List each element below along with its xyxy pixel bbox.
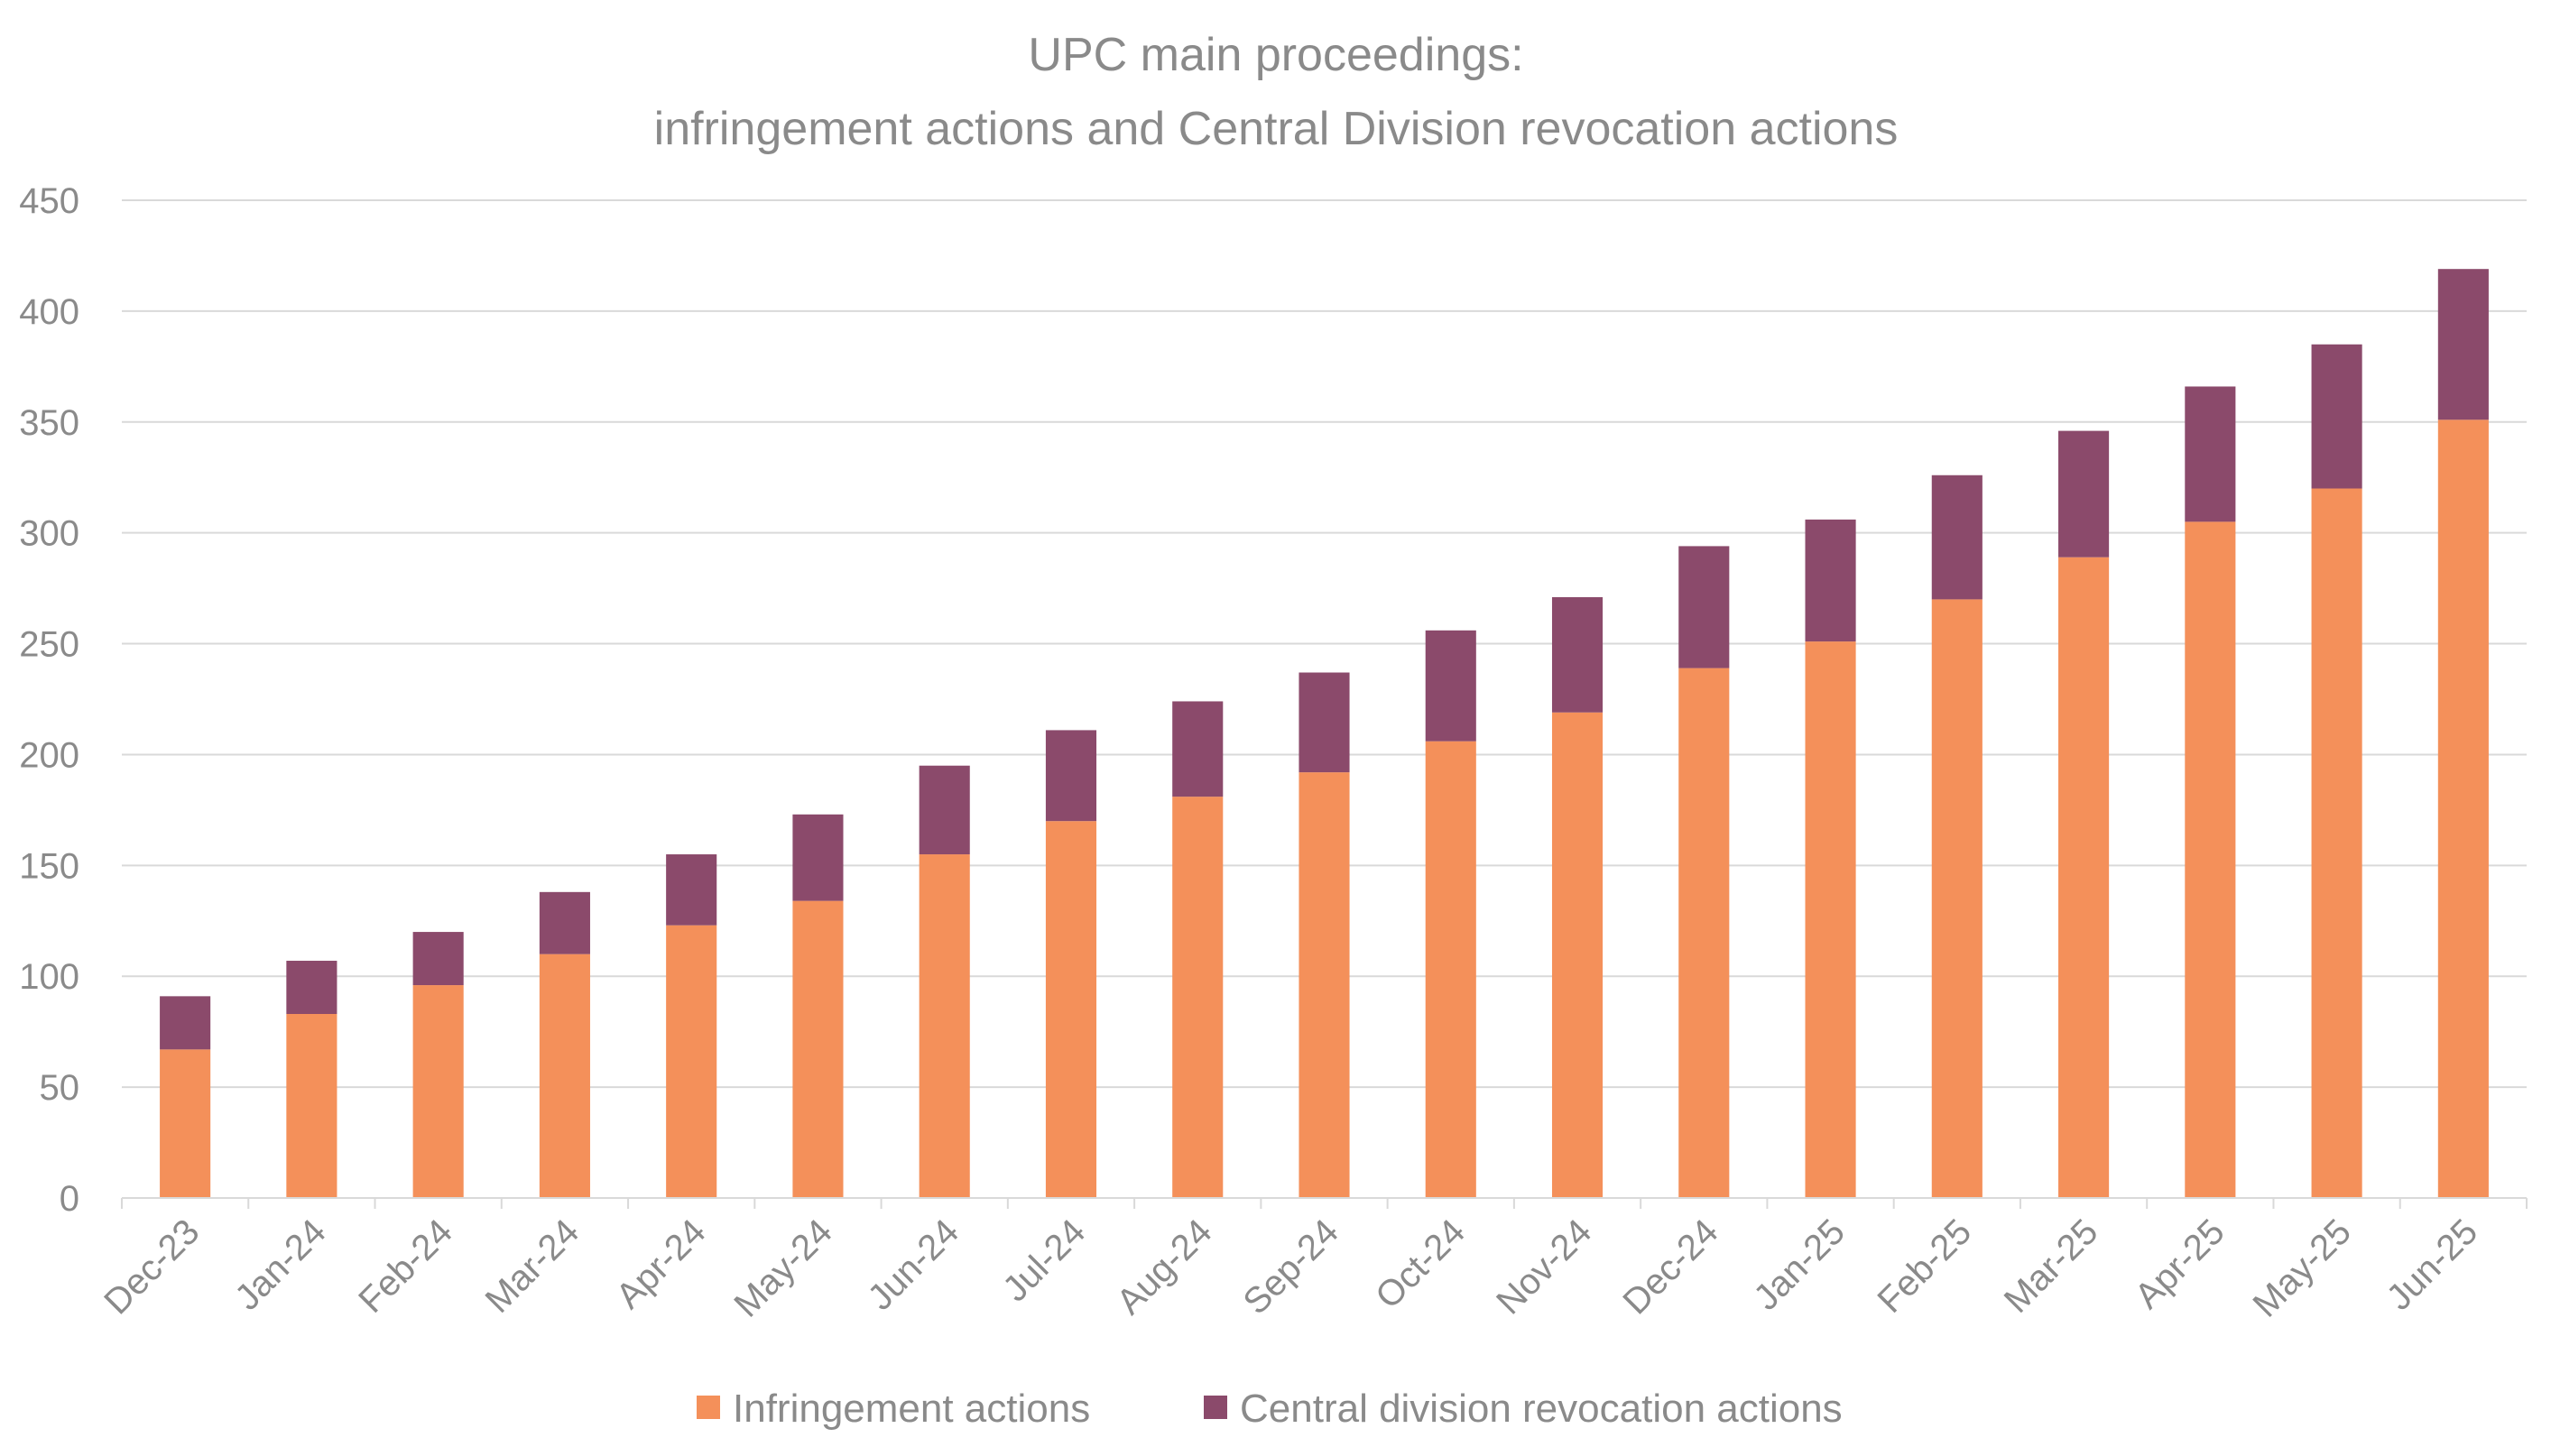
chart-title-line-2: infringement actions and Central Divisio… bbox=[654, 103, 1899, 155]
bar-infringement-aug-24 bbox=[1172, 797, 1224, 1198]
x-tick-label: May-25 bbox=[2246, 1212, 2359, 1324]
bar-revocation-oct-24 bbox=[1425, 630, 1476, 742]
y-tick-label: 400 bbox=[19, 292, 79, 332]
x-tick-label: Jan-24 bbox=[227, 1212, 334, 1318]
bar-revocation-mar-24 bbox=[539, 891, 590, 954]
bar-revocation-jul-24 bbox=[1045, 730, 1097, 822]
bar-revocation-nov-24 bbox=[1551, 596, 1604, 713]
x-tick-label: Aug-24 bbox=[1109, 1212, 1219, 1322]
bar-infringement-may-25 bbox=[2311, 488, 2362, 1198]
y-tick-label: 50 bbox=[40, 1068, 80, 1108]
bar-infringement-nov-24 bbox=[1551, 712, 1604, 1198]
y-tick-label: 0 bbox=[60, 1179, 79, 1219]
y-tick-label: 350 bbox=[19, 403, 79, 443]
y-tick-label: 300 bbox=[19, 514, 79, 554]
bar-revocation-dec-24 bbox=[1678, 546, 1730, 668]
y-tick-label: 150 bbox=[19, 846, 79, 886]
bar-infringement-jan-24 bbox=[286, 1014, 337, 1198]
bar-infringement-oct-24 bbox=[1425, 741, 1476, 1198]
y-tick-label: 250 bbox=[19, 625, 79, 665]
bar-infringement-dec-23 bbox=[160, 1049, 211, 1198]
x-tick-label: Mar-25 bbox=[1997, 1212, 2106, 1321]
bar-infringement-jun-25 bbox=[2437, 419, 2489, 1198]
x-tick-label: Jul-24 bbox=[995, 1212, 1093, 1309]
bar-revocation-jan-25 bbox=[1805, 519, 1856, 642]
x-tick-label: Apr-24 bbox=[609, 1212, 714, 1316]
x-tick-label: Feb-25 bbox=[1870, 1212, 1979, 1321]
x-tick-label: Jun-24 bbox=[860, 1212, 966, 1318]
bar-revocation-jun-25 bbox=[2437, 269, 2489, 420]
legend-label-infringement: Infringement actions bbox=[733, 1387, 1090, 1431]
bar-revocation-feb-24 bbox=[412, 932, 464, 986]
y-tick-label: 100 bbox=[19, 957, 79, 997]
bar-infringement-jun-24 bbox=[919, 854, 970, 1198]
bar-revocation-may-25 bbox=[2311, 344, 2362, 489]
legend-label-revocation: Central division revocation actions bbox=[1240, 1387, 1843, 1431]
legend: Infringement actions Central division rev… bbox=[697, 1387, 1843, 1431]
x-tick-label: Apr-25 bbox=[2128, 1212, 2232, 1316]
bar-revocation-feb-25 bbox=[1931, 475, 1983, 600]
bar-infringement-jul-24 bbox=[1045, 821, 1097, 1198]
bar-infringement-apr-25 bbox=[2185, 521, 2236, 1198]
x-tick-label: Dec-24 bbox=[1615, 1212, 1725, 1322]
gridlines bbox=[122, 199, 2527, 1089]
bar-infringement-feb-25 bbox=[1931, 599, 1983, 1198]
x-tick-label: Mar-24 bbox=[478, 1212, 587, 1321]
bar-infringement-apr-24 bbox=[666, 925, 717, 1198]
y-tick-label: 200 bbox=[19, 735, 79, 775]
bar-infringement-may-24 bbox=[792, 900, 844, 1198]
bars bbox=[160, 269, 2489, 1198]
bar-revocation-jun-24 bbox=[919, 765, 970, 855]
bar-revocation-sep-24 bbox=[1299, 672, 1350, 773]
x-axis: Dec-23 Jan-24 Feb-24 Mar-24 Apr-24 May-24 Jun-… bbox=[97, 1197, 2528, 1325]
bar-revocation-jan-24 bbox=[286, 961, 337, 1015]
bar-revocation-may-24 bbox=[792, 814, 844, 901]
legend-swatch-infringement bbox=[697, 1396, 720, 1419]
y-axis: 0 50 100 150 200 250 300 350 400 450 bbox=[19, 181, 79, 1219]
x-tick-label: Jun-25 bbox=[2380, 1212, 2486, 1318]
bar-revocation-apr-25 bbox=[2185, 386, 2236, 522]
bar-infringement-jan-25 bbox=[1805, 641, 1856, 1198]
x-tick-label: Jan-25 bbox=[1746, 1212, 1853, 1318]
bar-revocation-aug-24 bbox=[1172, 701, 1224, 797]
bar-infringement-dec-24 bbox=[1678, 668, 1730, 1198]
chart-title-line-1: UPC main proceedings: bbox=[1028, 29, 1523, 81]
x-tick-label: Feb-24 bbox=[351, 1212, 460, 1321]
x-tick-label: May-24 bbox=[726, 1212, 839, 1324]
bar-infringement-mar-25 bbox=[2058, 557, 2110, 1198]
x-tick-label: Oct-24 bbox=[1368, 1212, 1473, 1316]
x-tick-label: Dec-23 bbox=[97, 1212, 207, 1322]
x-tick-label: Sep-24 bbox=[1236, 1212, 1346, 1322]
bar-revocation-mar-25 bbox=[2058, 430, 2110, 558]
bar-infringement-sep-24 bbox=[1299, 772, 1350, 1198]
y-tick-label: 450 bbox=[19, 181, 79, 221]
x-tick-label: Nov-24 bbox=[1489, 1212, 1599, 1322]
legend-swatch-revocation bbox=[1204, 1396, 1227, 1419]
bar-revocation-dec-23 bbox=[160, 996, 211, 1050]
bar-infringement-mar-24 bbox=[539, 954, 590, 1198]
bar-revocation-apr-24 bbox=[666, 854, 717, 926]
bar-infringement-feb-24 bbox=[412, 985, 464, 1198]
chart-title: UPC main proceedings: infringement action… bbox=[654, 29, 1899, 155]
